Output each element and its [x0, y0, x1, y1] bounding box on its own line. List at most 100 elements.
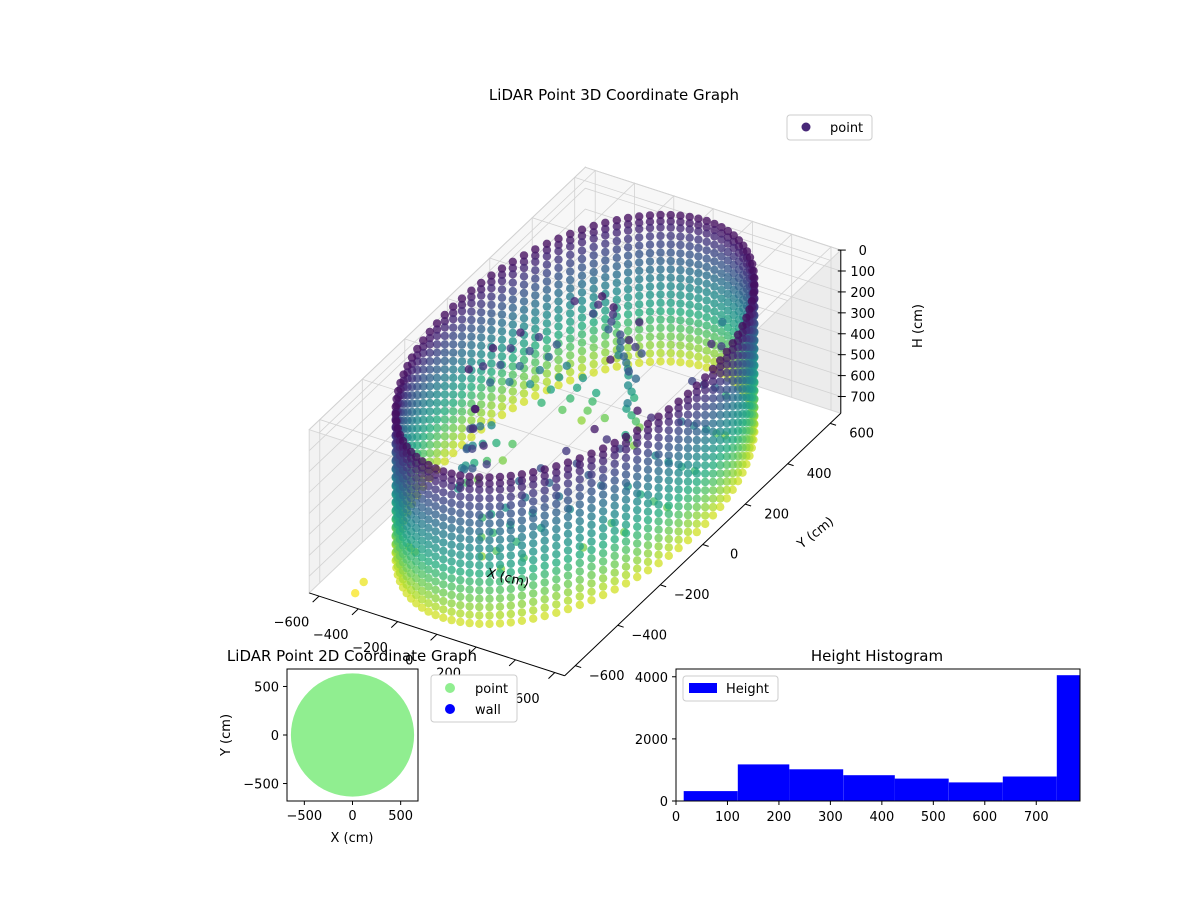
point: [563, 579, 573, 589]
point: [601, 281, 610, 290]
point: [542, 294, 552, 303]
point: [710, 265, 719, 275]
point: [531, 308, 540, 317]
point: [563, 604, 573, 614]
point: [612, 216, 621, 225]
point: [587, 495, 596, 504]
point: [645, 332, 655, 341]
point: [447, 482, 456, 491]
point: [645, 274, 655, 283]
point: [440, 331, 449, 341]
scatter3d-legend[interactable]: point: [786, 114, 873, 141]
point: [417, 553, 427, 562]
histogram-bar: [948, 782, 1003, 801]
point: [497, 335, 507, 344]
point: [633, 522, 642, 531]
point: [566, 284, 575, 293]
point: [540, 586, 549, 596]
point: [589, 276, 598, 285]
point: [722, 418, 731, 428]
point: [424, 481, 433, 491]
point: [506, 551, 515, 560]
point: [440, 340, 449, 349]
point: [508, 353, 517, 363]
point: [419, 407, 428, 416]
point: [621, 570, 631, 580]
point: [487, 359, 496, 368]
point: [554, 364, 563, 373]
point: [676, 249, 685, 258]
point: [477, 350, 486, 359]
point: [531, 358, 540, 367]
point: [492, 438, 501, 448]
point: [597, 292, 607, 301]
point: [431, 510, 440, 519]
point: [519, 280, 529, 289]
point: [623, 399, 632, 408]
point: [424, 565, 433, 574]
point: [424, 507, 433, 516]
point: [717, 277, 726, 286]
point: [552, 583, 561, 592]
point: [537, 398, 546, 407]
point: [656, 290, 665, 299]
point: [465, 501, 474, 511]
point: [587, 554, 596, 563]
point: [508, 257, 517, 266]
point: [475, 510, 484, 520]
scatter3d-zlabel: H (cm): [911, 304, 926, 348]
point: [701, 436, 710, 445]
point: [552, 575, 561, 584]
point: [424, 557, 433, 566]
point: [563, 496, 573, 505]
point: [577, 321, 587, 331]
point: [716, 377, 725, 386]
point: [497, 402, 507, 411]
point: [432, 423, 442, 433]
point: [722, 469, 731, 478]
point: [476, 422, 485, 431]
point: [589, 284, 598, 293]
point: [482, 460, 491, 469]
point: [643, 499, 653, 508]
point: [552, 608, 561, 617]
point: [468, 464, 477, 473]
point: [508, 320, 517, 329]
point: [692, 419, 701, 428]
point: [485, 473, 494, 482]
point: [425, 407, 434, 416]
x-tick-label: −400: [313, 628, 349, 643]
point: [683, 418, 693, 428]
point: [475, 494, 484, 503]
point: [431, 476, 440, 486]
point: [425, 340, 434, 349]
histogram-legend[interactable]: Height: [682, 675, 779, 702]
point: [610, 518, 619, 527]
x-tick-label: 500: [388, 809, 413, 824]
point: [566, 342, 575, 352]
point: [391, 410, 400, 419]
point: [716, 460, 725, 470]
point: [475, 561, 484, 570]
point: [575, 558, 584, 568]
point: [604, 325, 613, 334]
x-tick-label: 200: [767, 810, 792, 825]
scatter2d-legend[interactable]: point wall: [430, 674, 518, 723]
histogram-legend-label: Height: [726, 682, 769, 697]
point: [440, 365, 449, 374]
point: [529, 597, 538, 607]
point: [554, 347, 563, 356]
point: [412, 452, 421, 462]
point: [587, 587, 596, 596]
point: [487, 334, 496, 343]
point: [664, 509, 673, 519]
point: [747, 297, 756, 306]
point: [643, 448, 653, 458]
point: [701, 427, 710, 436]
point: [701, 379, 710, 388]
point: [495, 472, 505, 482]
point: [424, 523, 433, 533]
point: [432, 415, 442, 424]
point: [457, 365, 467, 374]
